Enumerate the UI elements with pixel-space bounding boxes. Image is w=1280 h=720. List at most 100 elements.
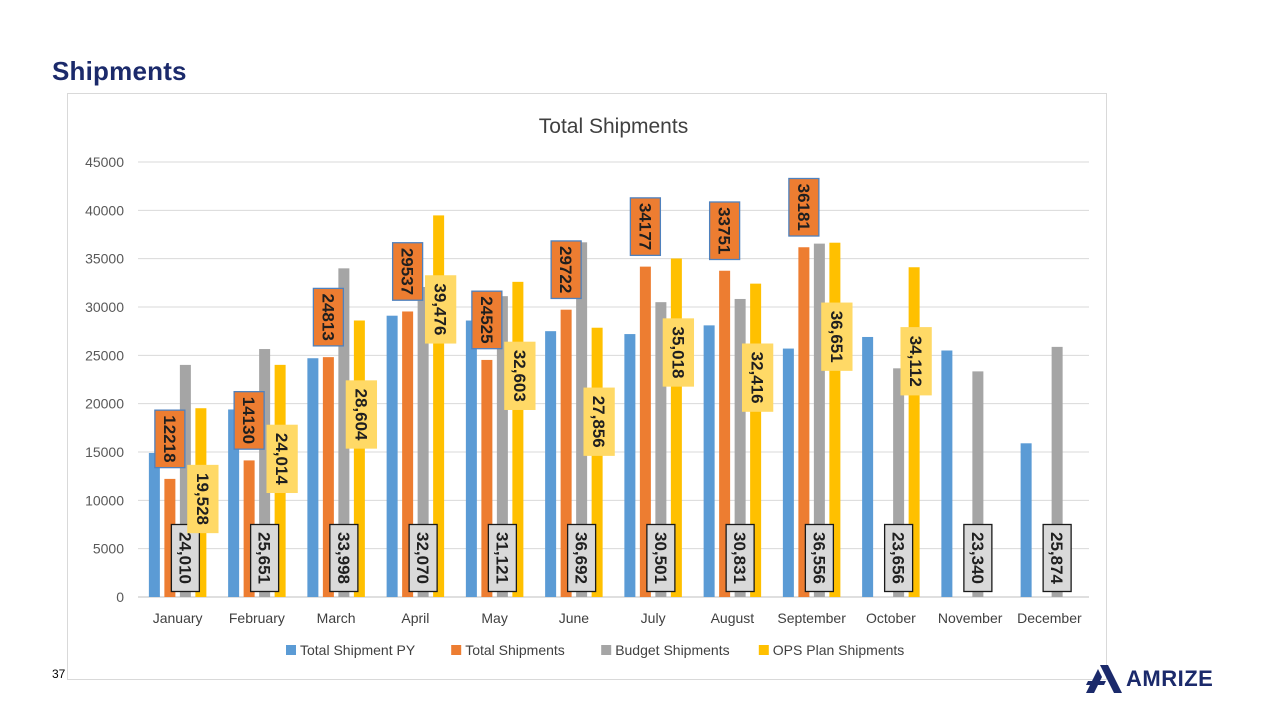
data-label-text: 24,010: [175, 532, 194, 584]
bar: [402, 311, 414, 597]
data-label-text: 30,831: [730, 532, 749, 584]
data-label-box: [249, 523, 280, 593]
legend-label: Total Shipment PY: [300, 642, 416, 658]
amrize-logo: AMRIZE: [1086, 664, 1213, 694]
data-label-text: 19,528: [193, 473, 212, 525]
legend-label: Total Shipments: [465, 642, 565, 658]
data-label-box: [329, 523, 359, 593]
data-label-box: [487, 523, 518, 593]
data-label: 19,528: [187, 464, 219, 534]
bar: [1020, 443, 1032, 597]
data-label: 25,651: [249, 523, 280, 593]
data-label: 32,603: [504, 341, 536, 410]
x-tick-label: October: [866, 610, 916, 626]
y-tick-label: 10000: [85, 492, 124, 508]
bar: [545, 331, 557, 597]
total-shipments-chart: Total Shipments 0 5000 10000 15000 20000 25000…: [85, 115, 1089, 658]
bar: [417, 286, 429, 597]
bar: [481, 359, 493, 597]
data-label-text: 23,656: [889, 532, 908, 584]
data-label-box: [345, 380, 378, 449]
bar: [798, 247, 810, 597]
x-tick-label: November: [938, 610, 1003, 626]
bar: [639, 266, 651, 597]
bar: [703, 325, 715, 597]
data-label: 14130: [233, 391, 265, 450]
x-tick-label: January: [153, 610, 203, 626]
data-label-box: [424, 275, 457, 344]
data-label-text: 25,874: [1047, 532, 1066, 585]
y-tick-label: 40000: [85, 202, 124, 218]
y-tick-label: 30000: [85, 299, 124, 315]
bar: [465, 320, 477, 597]
data-label-box: [583, 387, 615, 456]
bar: [338, 268, 350, 597]
data-label-box: [708, 201, 741, 261]
data-label-box: [662, 318, 695, 387]
data-label: 24813: [312, 287, 345, 347]
bar: [908, 267, 920, 597]
bar: [164, 478, 176, 597]
bar: [624, 334, 636, 597]
bar: [829, 242, 841, 597]
data-label-text: 39,476: [431, 283, 450, 335]
slide-title: Shipments: [52, 56, 187, 86]
data-label-text: 23,340: [968, 532, 987, 584]
data-label: 36,692: [566, 523, 597, 593]
data-label-text: 12218: [160, 415, 179, 462]
data-label-text: 36,651: [827, 311, 846, 363]
data-label-box: [550, 240, 582, 300]
bar: [322, 357, 334, 597]
data-label: 12218: [154, 409, 186, 469]
data-label-box: [408, 523, 438, 593]
data-label-text: 27,856: [589, 396, 608, 448]
bar: [813, 243, 825, 597]
data-label-box: [821, 302, 853, 371]
x-tick-label: April: [401, 610, 429, 626]
data-label: 24525: [471, 290, 503, 350]
bar: [941, 350, 953, 597]
data-label-text: 28,604: [351, 388, 370, 441]
x-tick-label: March: [317, 610, 356, 626]
data-label-text: 32,070: [413, 532, 432, 584]
x-tick-label: February: [229, 610, 285, 626]
data-label: 32,070: [408, 523, 438, 593]
data-label-text: 33,998: [334, 532, 353, 584]
bar: [433, 215, 445, 597]
data-label-box: [963, 523, 993, 593]
data-label: 25,874: [1042, 523, 1072, 593]
data-label-box: [725, 523, 755, 593]
data-label-box: [741, 343, 774, 412]
data-label-text: 36,556: [809, 532, 828, 584]
bar: [148, 452, 160, 597]
data-label-box: [266, 424, 298, 494]
bar: [259, 349, 271, 597]
bar: [512, 281, 524, 597]
data-label-box: [312, 287, 345, 347]
data-label-text: 24525: [477, 296, 496, 343]
bar: [893, 368, 905, 597]
bar: [750, 283, 762, 597]
data-label-box: [187, 464, 219, 534]
data-label: 24,010: [170, 523, 201, 593]
data-label: 27,856: [583, 387, 615, 456]
data-label-box: [170, 523, 201, 593]
y-tick-label: 25000: [85, 347, 124, 363]
data-label: 33,998: [329, 523, 359, 593]
data-label-text: 30,501: [651, 532, 670, 584]
data-label-box: [233, 391, 265, 450]
bar: [243, 460, 255, 597]
data-label: 36181: [788, 177, 820, 237]
bar: [307, 358, 319, 597]
bar: [862, 336, 874, 597]
data-label-text: 34177: [635, 203, 654, 250]
chart-title: Total Shipments: [539, 115, 688, 138]
legend-swatch: [286, 645, 296, 655]
data-label: 30,501: [646, 523, 676, 593]
data-label: 36,556: [804, 523, 835, 593]
legend-swatch: [601, 645, 612, 655]
bar: [972, 371, 984, 597]
bar: [228, 409, 240, 597]
x-tick-label: September: [777, 610, 846, 626]
y-tick-label: 5000: [93, 541, 124, 557]
